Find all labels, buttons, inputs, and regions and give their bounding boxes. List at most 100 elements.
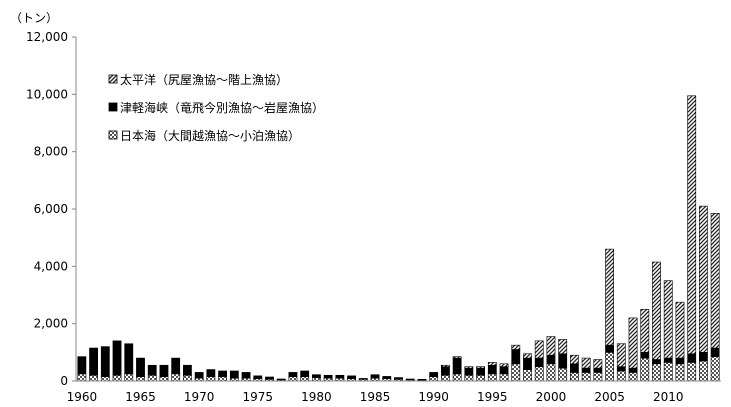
bar-segment-1975-series-1: [253, 375, 263, 380]
bar-segment-1998-series-0: [523, 369, 532, 382]
bar-segment-1963-series-1: [112, 340, 122, 376]
bar-segment-2001-series-1: [558, 353, 568, 369]
bar-segment-1990-series-1: [429, 372, 439, 377]
bar-segment-1992-series-0: [452, 373, 462, 382]
bar-segment-1987-series-1: [394, 377, 403, 380]
legend: 太平洋（尻屋漁協～階上漁協） 津軽海峡（竜飛今別漁協～岩屋漁協） 日本海（大間越…: [108, 72, 324, 143]
bar-segment-1984-series-1: [358, 378, 368, 380]
bar-segment-1992-series-1: [452, 357, 462, 375]
bar-segment-2004-series-2: [593, 359, 603, 369]
bar-segment-2011-series-2: [675, 301, 685, 359]
bar-segment-1966-series-0: [147, 374, 157, 382]
bar-segment-1980-series-1: [311, 374, 321, 378]
y-axis-unit-label: （トン）: [10, 11, 58, 25]
bar-segment-2001-series-0: [558, 367, 568, 382]
bar-segment-2000-series-2: [546, 336, 556, 356]
bar-segment-1996-series-0: [499, 373, 509, 382]
bar-segment-2007-series-1: [628, 367, 638, 373]
legend-label-pacific: 太平洋（尻屋漁協～階上漁協）: [120, 72, 288, 87]
bar-segment-1995-series-1: [487, 364, 497, 375]
bar-segment-2013-series-1: [698, 352, 708, 362]
bar-segment-1967-series-1: [159, 364, 169, 378]
bar-segment-2012-series-2: [687, 95, 697, 355]
bar-segment-1999-series-2: [534, 340, 544, 359]
bar-segment-1969-series-1: [183, 364, 192, 376]
bar-segment-2009-series-0: [652, 363, 661, 382]
bar-segment-2009-series-2: [652, 261, 661, 360]
bar-segment-1993-series-0: [464, 374, 474, 382]
y-tick-label: 0: [60, 374, 68, 388]
bar-segment-1961-series-0: [89, 374, 98, 382]
bar-segment-2004-series-1: [593, 367, 603, 373]
bar-segment-1965-series-0: [136, 376, 145, 382]
x-tick-label: 2010: [653, 390, 684, 404]
y-tick-label: 4,000: [34, 259, 68, 273]
bar-segment-2006-series-0: [616, 370, 626, 382]
bar-segment-2010-series-0: [663, 362, 673, 382]
bar-segment-1971-series-1: [206, 369, 216, 377]
bar-segment-1968-series-0: [171, 373, 181, 382]
legend-swatch-japan-sea: [108, 130, 118, 140]
bar-segment-1988-series-1: [405, 378, 415, 381]
bar-segment-2008-series-0: [640, 357, 650, 382]
bar-segment-2014-series-2: [710, 213, 720, 349]
bar-segment-1968-series-1: [171, 357, 181, 375]
bar-segment-1994-series-1: [476, 367, 485, 376]
bar-segment-2007-series-2: [628, 317, 638, 369]
bar-segment-2012-series-0: [687, 362, 697, 382]
bar-segment-2006-series-2: [616, 343, 626, 367]
bar-segment-2011-series-1: [675, 357, 685, 365]
bar-segment-1989-series-1: [417, 378, 427, 381]
bar-segment-2008-series-1: [640, 352, 650, 359]
bar-segment-1964-series-0: [124, 373, 134, 382]
bar-segment-1976-series-1: [265, 376, 274, 380]
bar-segment-2002-series-0: [569, 372, 579, 382]
bar-segment-1996-series-1: [499, 366, 509, 375]
bar-segment-2003-series-1: [581, 367, 591, 373]
x-tick-label: 1965: [125, 390, 156, 404]
bar-segment-2011-series-0: [675, 363, 685, 382]
bar-segment-1978-series-0: [288, 376, 298, 382]
bar-segment-2002-series-2: [569, 354, 579, 365]
bar-segment-1962-series-0: [100, 376, 110, 382]
bar-segment-2003-series-0: [581, 372, 591, 382]
bar-segment-1962-series-1: [100, 346, 110, 378]
y-tick-label: 6,000: [34, 202, 68, 216]
x-tick-label: 1985: [360, 390, 391, 404]
x-tick-label: 1975: [242, 390, 273, 404]
legend-swatch-tsugaru: [108, 102, 118, 112]
bar-segment-1991-series-2: [440, 364, 450, 367]
bar-segment-2010-series-2: [663, 280, 673, 359]
bar-segment-1979-series-0: [300, 376, 310, 382]
bar-segment-2005-series-0: [605, 352, 614, 382]
bar-segment-1996-series-2: [499, 363, 509, 367]
bar-segment-1995-series-0: [487, 373, 497, 382]
legend-item-pacific: 太平洋（尻屋漁協～階上漁協）: [108, 72, 288, 87]
bar-segment-1969-series-0: [183, 374, 192, 382]
bar-segment-2009-series-1: [652, 359, 661, 365]
y-tick-label: 10,000: [26, 87, 68, 101]
bar-segment-1993-series-2: [464, 366, 474, 369]
x-tick-label: 1990: [418, 390, 449, 404]
bar-segment-1990-series-0: [429, 376, 439, 382]
bar-segment-2005-series-1: [605, 344, 614, 353]
bar-segment-1998-series-2: [523, 353, 532, 359]
bar-segment-1960-series-1: [77, 356, 87, 375]
x-tick-label: 1980: [301, 390, 332, 404]
bar-segment-1979-series-1: [300, 370, 310, 378]
x-tick-label: 2005: [594, 390, 625, 404]
x-tick-label: 2000: [536, 390, 567, 404]
legend-swatch-pacific: [108, 74, 118, 84]
bar-segment-1999-series-1: [534, 357, 544, 367]
y-axis-ticks: 0 2,000 4,000 6,000 8,000 10,000 12,000: [26, 30, 76, 388]
bar-segment-1991-series-1: [440, 366, 450, 376]
bar-segment-2002-series-1: [569, 363, 579, 373]
x-tick-label: 1995: [477, 390, 508, 404]
bar-segment-1981-series-1: [323, 374, 333, 379]
legend-label-tsugaru: 津軽海峡（竜飛今別漁協～岩屋漁協）: [120, 100, 324, 115]
bar-segment-1966-series-1: [147, 364, 157, 376]
bar-segment-1997-series-2: [511, 344, 521, 350]
legend-item-japan-sea: 日本海（大間越漁協～小泊漁協）: [108, 128, 300, 143]
x-tick-label: 1970: [184, 390, 215, 404]
bar-segment-2000-series-0: [546, 363, 556, 382]
